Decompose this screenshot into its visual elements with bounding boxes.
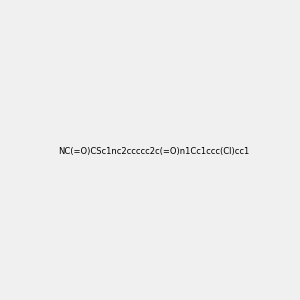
Text: NC(=O)CSc1nc2ccccc2c(=O)n1Cc1ccc(Cl)cc1: NC(=O)CSc1nc2ccccc2c(=O)n1Cc1ccc(Cl)cc1: [58, 147, 249, 156]
